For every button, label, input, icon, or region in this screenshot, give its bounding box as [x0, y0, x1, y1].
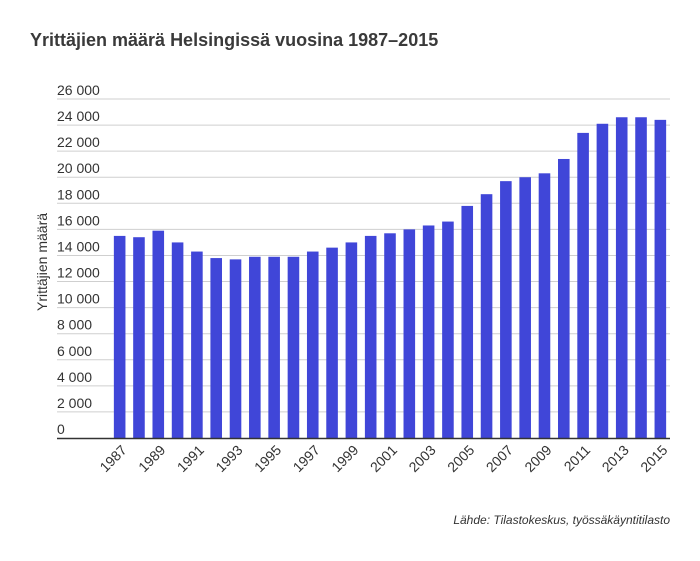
bar-1999: [345, 242, 358, 438]
bar-1989: [152, 230, 165, 438]
bar-2000: [364, 235, 377, 438]
source-note: Lähde: Tilastokeskus, työssäkäyntitilast…: [453, 513, 670, 527]
bar-2003: [422, 225, 435, 438]
y-tick-label: 6 000: [57, 343, 92, 359]
bar-2014: [635, 117, 647, 438]
bar-2006: [480, 194, 493, 438]
x-axis-ticks: 1987 1989 1991 1993 1995 1997 1999 2001 2003 2005…: [96, 442, 670, 475]
bar-1996: [287, 256, 300, 438]
bar-2012: [596, 123, 609, 439]
bar-2002: [403, 229, 416, 438]
chart-title: Yrittäjien määrä Helsingissä vuosina 198…: [30, 30, 439, 50]
bar-2004: [442, 221, 454, 438]
x-tick-label: 1997: [290, 442, 323, 475]
bars: [113, 117, 667, 439]
y-tick-label: 0: [57, 421, 65, 437]
bar-1987: [113, 235, 126, 438]
y-tick-label: 22 000: [57, 134, 100, 150]
x-tick-label: 2009: [521, 442, 554, 475]
x-tick-label: 1999: [328, 442, 361, 475]
x-tick-label: 2007: [483, 442, 516, 475]
y-tick-label: 8 000: [57, 317, 92, 333]
bar-1993: [229, 259, 242, 438]
x-tick-label: 2011: [561, 442, 594, 475]
y-tick-label: 12 000: [57, 265, 100, 281]
bar-1988: [133, 237, 145, 438]
bar-1997: [306, 251, 319, 438]
x-tick-label: 2005: [444, 442, 477, 475]
bar-1998: [326, 247, 338, 438]
bar-1995: [268, 256, 280, 438]
x-tick-label: 1987: [96, 442, 129, 475]
bar-2008: [519, 177, 531, 438]
bar-2001: [384, 233, 396, 438]
x-tick-label: 2013: [599, 442, 632, 475]
bar-2011: [577, 132, 589, 438]
y-tick-label: 2 000: [57, 395, 92, 411]
y-tick-label: 18 000: [57, 186, 100, 202]
bar-1994: [249, 256, 261, 438]
bar-2010: [558, 158, 570, 438]
bar-2013: [615, 117, 628, 438]
bar-2015: [654, 119, 667, 438]
y-tick-label: 24 000: [57, 108, 100, 124]
x-tick-label: 2003: [405, 442, 438, 475]
x-tick-label: 1993: [212, 442, 245, 475]
bar-2009: [538, 173, 551, 439]
y-tick-label: 20 000: [57, 160, 100, 176]
bar-2005: [461, 205, 474, 438]
y-tick-label: 14 000: [57, 238, 100, 254]
x-tick-label: 1995: [251, 442, 284, 475]
bar-1992: [210, 258, 222, 438]
y-tick-label: 16 000: [57, 212, 100, 228]
x-tick-label: 2001: [367, 442, 400, 475]
bar-1991: [191, 251, 203, 438]
y-tick-label: 4 000: [57, 369, 92, 385]
bar-1990: [171, 242, 184, 438]
y-axis-label: Yrittäjien määrä: [34, 213, 50, 311]
bar-2007: [500, 181, 512, 438]
y-axis-ticks: 0 2 000 4 000 6 000 8 000 10 000 12 000 14 000 1…: [57, 82, 100, 437]
x-tick-label: 1989: [135, 442, 168, 475]
x-tick-label: 2015: [637, 442, 670, 475]
y-tick-label: 10 000: [57, 291, 100, 307]
y-tick-label: 26 000: [57, 82, 100, 98]
x-tick-label: 1991: [174, 442, 207, 475]
